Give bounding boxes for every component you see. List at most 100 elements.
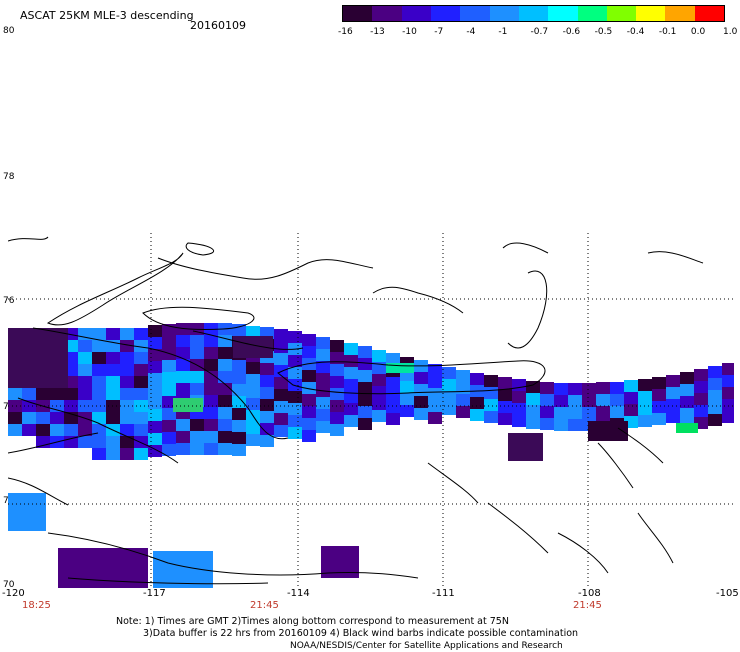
lat-label: 80 bbox=[3, 26, 15, 36]
backscatter-cell bbox=[288, 379, 302, 391]
backscatter-cell bbox=[372, 362, 386, 374]
colorbar-swatch bbox=[694, 6, 725, 21]
backscatter-cell bbox=[666, 375, 680, 387]
backscatter-cell bbox=[498, 413, 512, 425]
backscatter-cell bbox=[330, 352, 344, 364]
backscatter-cell bbox=[8, 493, 46, 531]
backscatter-cell bbox=[176, 323, 190, 335]
backscatter-cell bbox=[162, 336, 176, 348]
backscatter-cell bbox=[162, 348, 176, 360]
backscatter-cell bbox=[638, 403, 652, 415]
backscatter-cell bbox=[92, 412, 106, 424]
backscatter-cell bbox=[484, 411, 498, 423]
colorbar-label: -1 bbox=[498, 27, 508, 37]
backscatter-cell bbox=[274, 413, 288, 425]
backscatter-cell bbox=[498, 377, 512, 389]
backscatter-cell bbox=[568, 395, 582, 407]
backscatter-cell bbox=[190, 431, 204, 443]
backscatter-cell bbox=[288, 331, 302, 343]
backscatter-cell bbox=[638, 391, 652, 403]
backscatter-cell bbox=[148, 421, 162, 433]
backscatter-cell bbox=[554, 383, 568, 395]
backscatter-cell bbox=[666, 411, 680, 423]
backscatter-cell bbox=[218, 431, 232, 443]
backscatter-cell bbox=[8, 328, 68, 388]
backscatter-cell bbox=[8, 400, 22, 412]
backscatter-cell bbox=[120, 328, 134, 340]
backscatter-cell bbox=[246, 362, 260, 374]
backscatter-cell bbox=[428, 400, 442, 412]
backscatter-cell bbox=[456, 394, 470, 406]
backscatter-cell bbox=[162, 360, 176, 372]
backscatter-cell bbox=[120, 364, 134, 376]
backscatter-cell bbox=[148, 361, 162, 373]
backscatter-cell bbox=[330, 424, 344, 436]
backscatter-cell bbox=[288, 415, 302, 427]
backscatter-cell bbox=[106, 328, 120, 340]
backscatter-cell bbox=[358, 418, 372, 430]
backscatter-cell bbox=[78, 364, 92, 376]
backscatter-cell bbox=[134, 412, 148, 424]
backscatter-cell bbox=[442, 367, 456, 379]
backscatter-cell bbox=[176, 335, 190, 347]
backscatter-cell bbox=[218, 407, 232, 419]
backscatter-cell bbox=[106, 436, 120, 448]
backscatter-cell bbox=[148, 325, 162, 337]
backscatter-cell bbox=[722, 375, 734, 387]
backscatter-cell bbox=[554, 395, 568, 407]
backscatter-cell bbox=[316, 349, 330, 361]
backscatter-cell bbox=[204, 431, 218, 443]
colorbar-label: 0.0 bbox=[690, 27, 706, 37]
backscatter-cell bbox=[8, 424, 22, 436]
backscatter-cell bbox=[8, 388, 22, 400]
lon-label: -111 bbox=[432, 588, 455, 599]
backscatter-cell bbox=[274, 401, 288, 413]
backscatter-cell bbox=[232, 396, 246, 408]
colorbar-label: -0.4 bbox=[626, 27, 645, 37]
colorbar-swatch bbox=[401, 6, 431, 21]
backscatter-cell bbox=[22, 424, 36, 436]
backscatter-cell bbox=[190, 419, 204, 431]
backscatter-cell bbox=[568, 419, 582, 431]
backscatter-cell bbox=[148, 433, 162, 445]
backscatter-cell bbox=[134, 340, 148, 352]
backscatter-cell bbox=[372, 398, 386, 410]
time-label: 21:45 bbox=[250, 600, 279, 611]
backscatter-cell bbox=[246, 398, 260, 410]
backscatter-cell bbox=[176, 383, 190, 395]
backscatter-cell bbox=[22, 388, 36, 400]
backscatter-cell bbox=[694, 369, 708, 381]
backscatter-cell bbox=[624, 404, 638, 416]
map-date: 20160109 bbox=[190, 19, 246, 32]
backscatter-cell bbox=[442, 379, 456, 391]
backscatter-cell bbox=[610, 394, 624, 406]
backscatter-cell bbox=[288, 355, 302, 367]
backscatter-cell bbox=[288, 367, 302, 379]
backscatter-cell bbox=[596, 394, 610, 406]
colorbar-label: -0.5 bbox=[594, 27, 613, 37]
backscatter-cell bbox=[50, 412, 64, 424]
backscatter-cell bbox=[428, 388, 442, 400]
backscatter-cell bbox=[708, 402, 722, 414]
colorbar-swatch bbox=[372, 6, 402, 21]
backscatter-cell bbox=[232, 384, 246, 396]
time-label: 18:25 bbox=[22, 600, 51, 611]
backscatter-cell bbox=[148, 373, 162, 385]
backscatter-cell bbox=[456, 382, 470, 394]
backscatter-cell bbox=[106, 352, 120, 364]
backscatter-cell bbox=[204, 407, 218, 419]
backscatter-cell bbox=[302, 418, 316, 430]
note-line-2: 3)Data buffer is 22 hrs from 20160109 4)… bbox=[143, 628, 579, 639]
backscatter-cell bbox=[36, 412, 50, 424]
colorbar-label: -10 bbox=[402, 27, 417, 37]
backscatter-cell bbox=[386, 389, 400, 401]
backscatter-cell bbox=[120, 424, 134, 436]
backscatter-cell bbox=[190, 443, 204, 455]
colorbar bbox=[342, 5, 725, 22]
backscatter-cell bbox=[120, 448, 134, 460]
backscatter-cell bbox=[106, 364, 120, 376]
backscatter-cell bbox=[204, 383, 218, 395]
backscatter-cell bbox=[176, 347, 190, 359]
backscatter-cell bbox=[344, 415, 358, 427]
backscatter-cell bbox=[316, 397, 330, 409]
